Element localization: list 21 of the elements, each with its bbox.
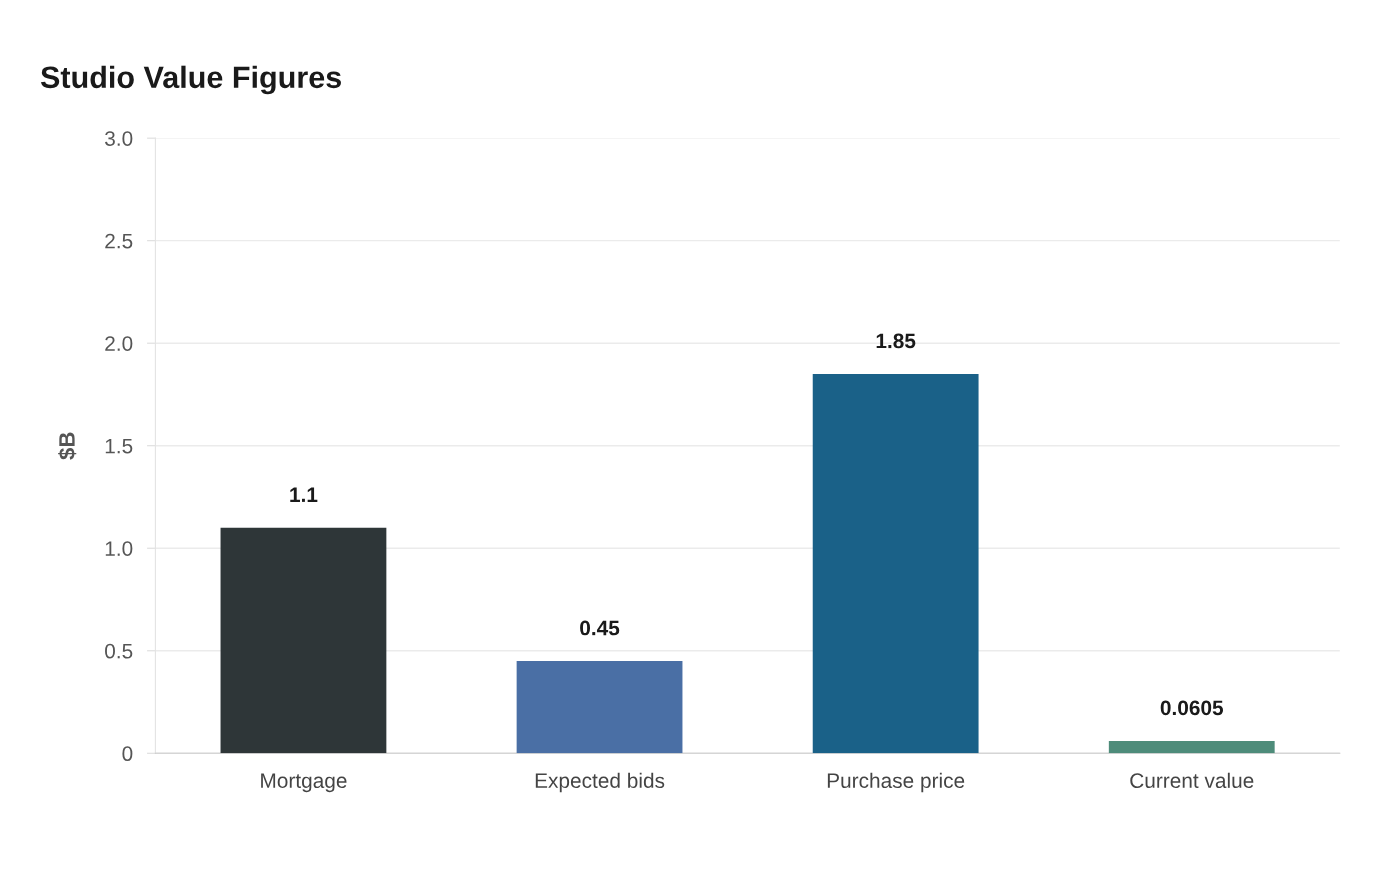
bar — [1108, 740, 1275, 754]
y-tick-label: 1.5 — [105, 438, 133, 454]
x-tick-label: Current value — [1130, 772, 1254, 789]
data-label: 0.45 — [580, 620, 620, 636]
y-tick-label: 0.5 — [105, 643, 133, 659]
y-tick-label: 0 — [122, 746, 133, 762]
bar — [516, 661, 683, 754]
y-tick-label: 3.0 — [105, 131, 133, 146]
data-label: 0.0605 — [1160, 700, 1224, 716]
bar — [220, 527, 387, 754]
chart-title: Studio Value Figures — [40, 65, 341, 95]
x-tick-label: Purchase price — [827, 772, 965, 793]
y-tick-label: 2.0 — [105, 336, 133, 351]
data-label: 1.1 — [290, 487, 318, 502]
x-tick-label: Expected bids — [535, 772, 665, 793]
x-tick-label: Mortgage — [261, 773, 347, 793]
y-tick-label: 1.0 — [105, 541, 133, 556]
bar — [812, 373, 979, 754]
data-label: 1.85 — [876, 333, 916, 349]
y-tick-label: 2.5 — [105, 233, 133, 249]
y-axis-title: $B — [58, 432, 77, 460]
